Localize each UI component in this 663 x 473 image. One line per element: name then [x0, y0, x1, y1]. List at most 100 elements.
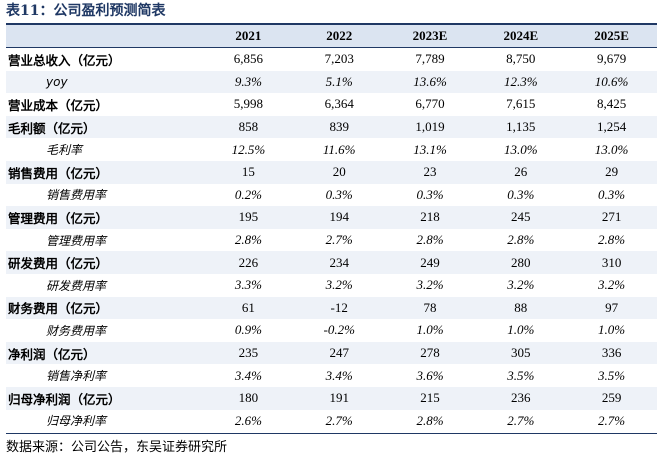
value-cell: 336	[566, 341, 657, 365]
value-cell: 78	[384, 296, 476, 320]
value-cell: 88	[475, 296, 567, 320]
table-row: 销售费用率 0.2% 0.3% 0.3% 0.3% 0.3%	[6, 184, 657, 207]
row-label: 财务费用率	[46, 323, 107, 338]
value-cell: 1.0%	[507, 322, 535, 338]
row-label: yoy	[6, 70, 203, 94]
row-label: 销售费用（亿元）	[6, 160, 203, 184]
value-cell: -0.2%	[323, 322, 355, 338]
value-cell: 1.0%	[598, 322, 626, 338]
value-cell: 3.2%	[325, 277, 353, 293]
value-cell: 20	[293, 160, 385, 184]
table-row: 研发费用（亿元） 226 234 249 280 310	[6, 251, 657, 274]
table-row: 管理费用率 2.8% 2.7% 2.8% 2.8% 2.8%	[6, 229, 657, 252]
value-cell: 278	[384, 341, 476, 365]
value-cell: 259	[566, 386, 657, 410]
table-row: 毛利率 12.5% 11.6% 13.1% 13.0% 13.0%	[6, 138, 657, 161]
table-row: 财务费用率 0.9% -0.2% 1.0% 1.0% 1.0%	[6, 319, 657, 342]
value-cell: 1,135	[475, 115, 567, 139]
value-cell: 3.5%	[598, 367, 626, 383]
value-cell: 3.2%	[598, 277, 626, 293]
value-cell: 8,750	[506, 51, 536, 67]
table-row: 归母净利率 2.6% 2.7% 2.8% 2.7% 2.7%	[6, 410, 657, 433]
header-cell-2023e: 2023E	[384, 25, 476, 48]
value-cell: 3.3%	[234, 277, 262, 293]
value-cell: 6,364	[324, 96, 354, 112]
row-label: 管理费用（亿元）	[6, 206, 203, 229]
value-cell: 235	[203, 341, 294, 365]
value-cell: 13.0%	[503, 141, 538, 157]
value-cell: 2.8%	[416, 412, 444, 428]
value-cell: 236	[475, 386, 567, 410]
value-cell: 218	[384, 206, 476, 229]
value-cell: -12	[293, 296, 385, 320]
value-cell: 2.7%	[507, 412, 535, 428]
row-label: 净利润（亿元）	[6, 341, 203, 365]
row-label: 营业总收入（亿元）	[8, 52, 121, 68]
row-label: 营业成本（亿元）	[8, 97, 109, 113]
value-cell: 2.7%	[598, 412, 626, 428]
value-cell: 195	[203, 206, 294, 229]
value-cell: 305	[475, 341, 567, 365]
value-cell: 247	[293, 341, 385, 365]
value-cell: 0.3%	[507, 186, 535, 202]
header-cell-2022: 2022	[293, 25, 385, 48]
value-cell: 13.0%	[594, 141, 629, 157]
row-label: 销售费用率	[46, 188, 107, 203]
value-cell: 3.6%	[416, 367, 444, 383]
value-cell: 7,789	[415, 51, 445, 67]
table-row: 研发费用率 3.3% 3.2% 3.2% 3.2% 3.2%	[6, 274, 657, 297]
value-cell: 7,615	[506, 96, 536, 112]
value-cell: 1,254	[566, 115, 657, 139]
value-cell: 1.0%	[416, 322, 444, 338]
value-cell: 5.1%	[293, 70, 385, 94]
value-cell: 26	[475, 160, 567, 184]
row-label: 销售净利率	[46, 369, 107, 384]
row-label: 毛利率	[46, 143, 83, 158]
header-cell-2021: 2021	[203, 25, 294, 48]
table-row: 销售费用（亿元） 15 20 23 26 29	[6, 160, 657, 184]
value-cell: 271	[566, 206, 657, 229]
value-cell: 0.3%	[416, 186, 444, 202]
value-cell: 2.7%	[325, 232, 353, 248]
value-cell: 245	[475, 206, 567, 229]
value-cell: 11.6%	[322, 141, 356, 157]
row-label: 管理费用率	[46, 233, 107, 248]
row-label: 毛利额（亿元）	[6, 115, 203, 139]
value-cell: 13.6%	[384, 70, 476, 94]
table-row: 营业总收入（亿元） 6,856 7,203 7,789 8,750 9,679	[6, 48, 657, 71]
value-cell: 0.3%	[598, 186, 626, 202]
table-row: 营业成本（亿元） 5,998 6,364 6,770 7,615 8,425	[6, 93, 657, 116]
value-cell: 3.4%	[234, 367, 262, 383]
table-row: 归母净利润（亿元） 180 191 215 236 259	[6, 386, 657, 410]
row-label: 研发费用（亿元）	[6, 251, 203, 274]
table-row: 净利润（亿元） 235 247 278 305 336	[6, 341, 657, 365]
table-row: yoy 9.3% 5.1% 13.6% 12.3% 10.6%	[6, 70, 657, 94]
value-cell: 12.5%	[231, 141, 266, 157]
value-cell: 9.3%	[203, 70, 294, 94]
value-cell: 194	[293, 206, 385, 229]
bottom-rule	[6, 433, 657, 434]
value-cell: 3.4%	[325, 367, 353, 383]
value-cell: 2.8%	[598, 232, 626, 248]
value-cell: 3.5%	[507, 367, 535, 383]
row-label: 财务费用（亿元）	[6, 296, 203, 320]
value-cell: 9,679	[596, 51, 627, 67]
value-cell: 10.6%	[566, 70, 657, 94]
value-cell: 2.6%	[234, 412, 262, 428]
value-cell: 5,998	[233, 96, 264, 112]
value-cell: 234	[293, 251, 385, 274]
header-row: 2021 2022 2023E 2024E 2025E	[6, 25, 657, 48]
header-cell-label	[6, 25, 203, 48]
table-row: 管理费用（亿元） 195 194 218 245 271	[6, 206, 657, 229]
value-cell: 0.3%	[325, 186, 353, 202]
value-cell: 7,203	[324, 51, 354, 67]
value-cell: 13.1%	[413, 141, 447, 157]
value-cell: 2.8%	[507, 232, 535, 248]
value-cell: 280	[475, 251, 567, 274]
table-title: 表11：公司盈利预测简表	[6, 3, 166, 19]
value-cell: 97	[566, 296, 657, 320]
source-note: 数据来源：公司公告，东吴证券研究所	[6, 440, 228, 455]
value-cell: 8,425	[596, 96, 627, 112]
value-cell: 2.8%	[234, 232, 262, 248]
table-row: 销售净利率 3.4% 3.4% 3.6% 3.5% 3.5%	[6, 364, 657, 387]
